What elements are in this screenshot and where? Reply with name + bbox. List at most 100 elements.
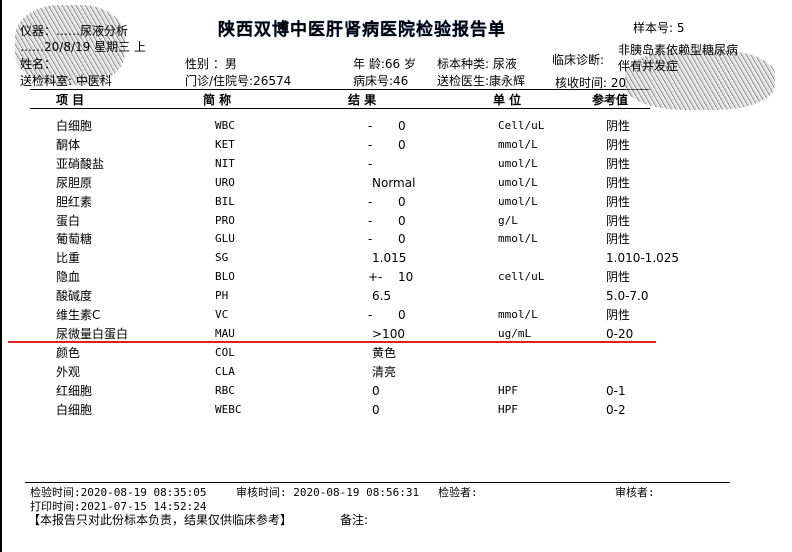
cell-item: 亚硝酸盐 — [56, 156, 105, 171]
cell-value: 清亮 — [372, 364, 397, 379]
cell-reference: 0-20 — [606, 326, 634, 341]
cell-reference: 阴性 — [606, 308, 631, 322]
received-time: 核收时间: 20 — [555, 76, 627, 90]
header-bottom-rule — [30, 108, 650, 109]
age: 年 龄:66 岁 — [353, 57, 416, 71]
sex: 性别 ：男 — [185, 57, 237, 71]
cell-sign: - — [368, 213, 373, 228]
cell-unit: HPF — [498, 402, 518, 416]
cell-item: 酸碱度 — [56, 289, 93, 304]
cell-item: 颜色 — [56, 345, 81, 360]
cell-item: 蛋白 — [56, 213, 81, 228]
cell-item: 尿微量白蛋白 — [56, 326, 129, 341]
cell-value: 6.5 — [372, 289, 392, 304]
cell-value: 0 — [398, 119, 406, 133]
sample-number: 样本号: 5 — [633, 21, 685, 35]
cell-item: 酮体 — [56, 137, 81, 152]
cell-item: 维生素C — [56, 308, 101, 322]
cell-value: 1.015 — [372, 251, 407, 266]
diagnosis-label: 临床诊断: — [552, 53, 605, 67]
cell-item: 红细胞 — [56, 383, 93, 398]
col-unit: 单 位 — [493, 93, 522, 107]
cell-item: 白细胞 — [56, 402, 93, 417]
department: 送检科室: 中医科 — [20, 74, 112, 88]
cell-reference: 阴性 — [606, 213, 631, 228]
cell-unit: mmol/L — [498, 232, 538, 246]
cell-reference: 阴性 — [606, 156, 631, 171]
footer-rule — [25, 482, 730, 483]
cell-item: 葡萄糖 — [56, 232, 93, 247]
cell-value: 0 — [398, 308, 406, 322]
col-abbr: 简 称 — [203, 93, 232, 107]
cell-reference: 阴性 — [606, 232, 631, 247]
doctor: 送检医生:康永辉 — [437, 74, 526, 88]
cell-reference: 5.0-7.0 — [606, 289, 649, 304]
cell-unit: cell/uL — [498, 270, 545, 284]
tester: 检验者: — [438, 486, 478, 499]
cell-item: 隐血 — [56, 270, 81, 285]
cell-unit: umol/L — [498, 194, 538, 208]
col-reference: 参考值 — [592, 93, 629, 107]
diagnosis: 非胰岛素依赖型糖尿病 — [618, 43, 739, 57]
redaction-scribble — [625, 50, 775, 110]
cell-value: 0 — [398, 232, 406, 247]
cell-abbr: GLU — [215, 232, 235, 246]
cell-value: 0 — [398, 194, 406, 209]
disclaimer: 【本报告只对此份标本负责，结果仅供临床参考】 — [28, 513, 293, 527]
cell-value: 0 — [398, 213, 406, 228]
remark: 备注: — [340, 513, 369, 527]
cell-reference: 1.010-1.025 — [606, 251, 680, 266]
cell-item: 尿胆原 — [56, 175, 93, 190]
cell-unit: HPF — [498, 383, 518, 397]
left-border — [0, 0, 2, 552]
cell-item: 白细胞 — [56, 119, 93, 133]
patient-id: 门诊/住院号:26574 — [185, 74, 292, 88]
cell-abbr: MAU — [215, 326, 235, 340]
cell-abbr: URO — [215, 175, 235, 189]
specimen-type: 标本种类: 尿液 — [437, 57, 517, 71]
cell-value: 0 — [372, 383, 380, 398]
review-time: 审核时间: 2020-08-19 08:56:31 — [236, 486, 420, 499]
redaction-scribble — [15, 5, 125, 85]
cell-sign: - — [368, 232, 373, 247]
cell-reference: 阴性 — [606, 194, 631, 209]
cell-value: 0 — [372, 402, 380, 417]
cell-unit: umol/L — [498, 156, 538, 170]
cell-abbr: PH — [215, 289, 229, 303]
highlight-line — [8, 341, 656, 343]
cell-value: >100 — [372, 326, 405, 341]
cell-reference: 0-2 — [606, 402, 626, 417]
cell-value: Normal — [372, 175, 416, 190]
cell-unit: mmol/L — [498, 308, 538, 321]
cell-unit: umol/L — [498, 175, 538, 189]
reviewer: 审核者: — [615, 486, 655, 499]
cell-abbr: SG — [215, 251, 229, 265]
cell-sign: +- — [368, 270, 383, 285]
print-time: 打印时间:2021-07-15 14:52:24 — [30, 500, 207, 513]
patient-name-label: 姓名： — [20, 57, 57, 71]
bed-number: 病床号:46 — [353, 74, 409, 88]
cell-value: 0 — [398, 137, 406, 152]
cell-abbr: BLO — [215, 270, 235, 284]
cell-abbr: VC — [215, 308, 229, 321]
test-time: 检验时间:2020-08-19 08:35:05 — [30, 486, 207, 499]
cell-abbr: RBC — [215, 383, 235, 397]
cell-sign: - — [368, 137, 373, 152]
cell-sign: - — [368, 194, 373, 209]
cell-reference: 阴性 — [606, 270, 631, 285]
cell-item: 比重 — [56, 251, 81, 266]
cell-reference: 阴性 — [606, 137, 631, 152]
cell-abbr: WBC — [215, 119, 235, 132]
cell-unit: ug/mL — [498, 326, 532, 340]
report-date: ……20/8/19 星期三 上 — [20, 40, 146, 54]
page-title: 陕西双博中医肝肾病医院检验报告单 — [218, 20, 506, 40]
col-item: 项 目 — [56, 93, 85, 107]
col-result: 结 果 — [348, 93, 377, 107]
cell-item: 胆红素 — [56, 194, 93, 209]
cell-unit: mmol/L — [498, 137, 538, 151]
cell-abbr: PRO — [215, 213, 235, 227]
cell-abbr: COL — [215, 345, 235, 359]
cell-reference: 阴性 — [606, 175, 631, 190]
cell-abbr: NIT — [215, 156, 235, 170]
cell-abbr: WEBC — [215, 402, 242, 416]
